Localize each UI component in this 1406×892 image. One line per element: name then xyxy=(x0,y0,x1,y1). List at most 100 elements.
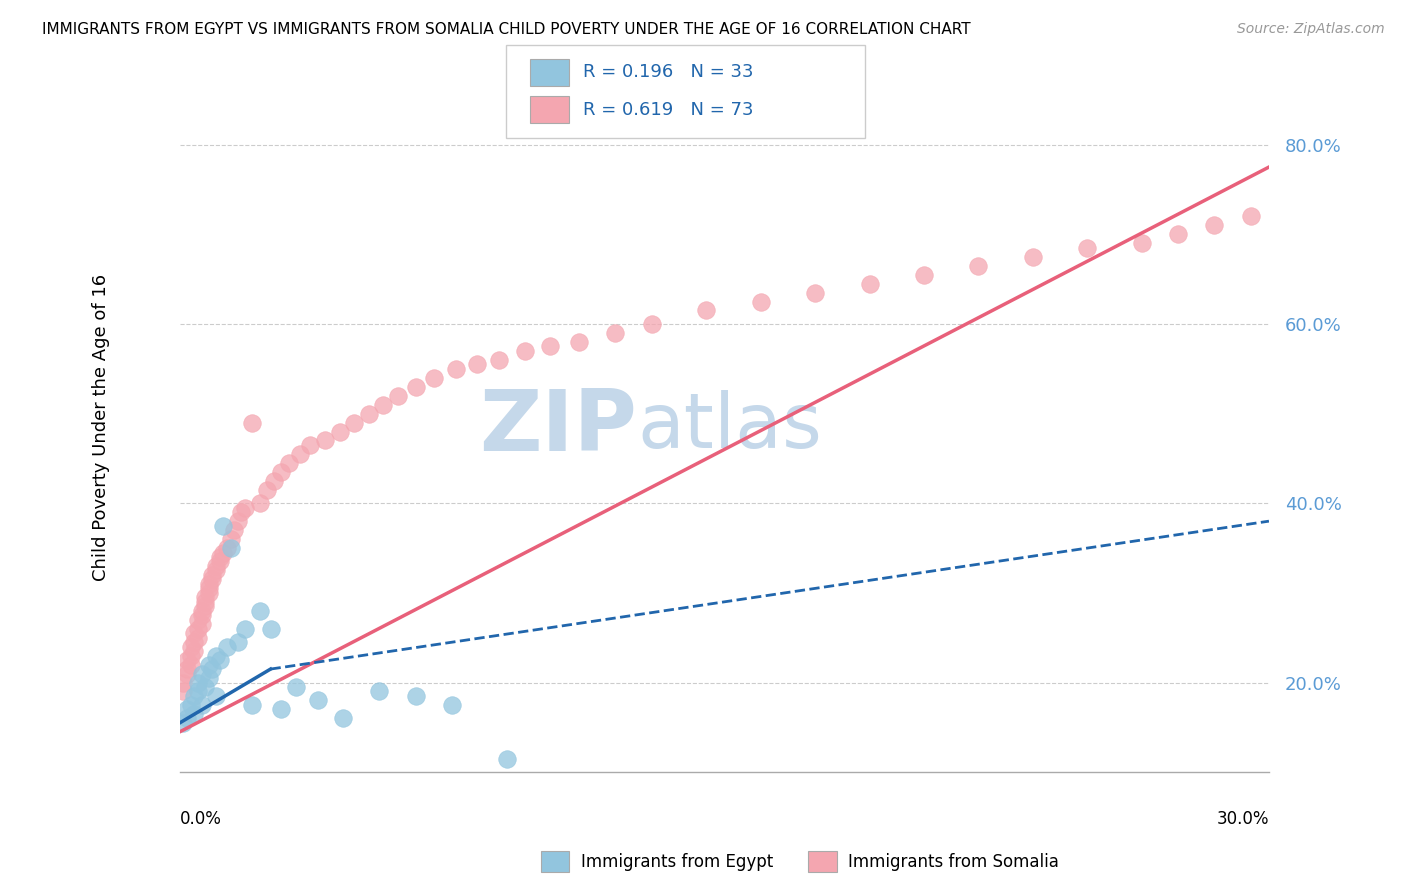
Text: ZIP: ZIP xyxy=(479,385,637,468)
Point xyxy=(405,380,427,394)
Point xyxy=(371,398,394,412)
Point xyxy=(1076,241,1098,255)
Point xyxy=(176,666,198,681)
Text: IMMIGRANTS FROM EGYPT VS IMMIGRANTS FROM SOMALIA CHILD POVERTY UNDER THE AGE OF : IMMIGRANTS FROM EGYPT VS IMMIGRANTS FROM… xyxy=(42,22,970,37)
Point xyxy=(180,648,202,663)
Point xyxy=(467,357,489,371)
Point xyxy=(405,689,427,703)
Point xyxy=(208,549,231,564)
Point xyxy=(187,622,209,636)
Point xyxy=(314,434,336,448)
Text: 30.0%: 30.0% xyxy=(1216,810,1270,828)
Point xyxy=(695,303,717,318)
Point xyxy=(201,568,224,582)
Point xyxy=(219,541,242,555)
Point xyxy=(176,711,198,725)
Point xyxy=(357,407,380,421)
Point xyxy=(190,617,212,632)
Text: R = 0.196   N = 33: R = 0.196 N = 33 xyxy=(583,63,754,81)
Point xyxy=(194,591,217,605)
Point xyxy=(183,635,205,649)
Text: atlas: atlas xyxy=(637,390,823,464)
Point xyxy=(967,259,990,273)
Y-axis label: Child Poverty Under the Age of 16: Child Poverty Under the Age of 16 xyxy=(93,274,110,581)
Point xyxy=(176,662,198,676)
Point xyxy=(205,559,228,574)
Point xyxy=(187,613,209,627)
Point xyxy=(172,715,194,730)
Point xyxy=(749,294,772,309)
Point xyxy=(208,653,231,667)
Point xyxy=(226,514,249,528)
Point xyxy=(513,343,536,358)
Point xyxy=(270,465,292,479)
Point xyxy=(444,361,467,376)
Point xyxy=(194,680,217,694)
Point xyxy=(212,545,235,559)
Point xyxy=(641,317,664,331)
Point xyxy=(368,684,391,698)
Point xyxy=(307,693,329,707)
Point xyxy=(343,416,366,430)
Point xyxy=(249,496,271,510)
Point xyxy=(249,604,271,618)
Point xyxy=(201,662,224,676)
Point xyxy=(441,698,464,712)
Point xyxy=(270,702,292,716)
Point xyxy=(233,500,256,515)
Point xyxy=(1204,219,1226,233)
Text: Immigrants from Egypt: Immigrants from Egypt xyxy=(581,853,773,871)
Point xyxy=(201,573,224,587)
Point xyxy=(198,671,221,685)
Point xyxy=(183,689,205,703)
Point xyxy=(215,541,238,555)
Point xyxy=(1022,250,1045,264)
Point xyxy=(242,416,264,430)
Point xyxy=(198,577,221,591)
Point xyxy=(277,456,299,470)
Point xyxy=(231,505,253,519)
Point xyxy=(1130,236,1153,251)
Point xyxy=(180,698,202,712)
Point xyxy=(176,702,198,716)
Text: R = 0.619   N = 73: R = 0.619 N = 73 xyxy=(583,101,754,119)
Point xyxy=(215,640,238,654)
Point xyxy=(226,635,249,649)
Point xyxy=(194,599,217,614)
Point xyxy=(205,564,228,578)
Point xyxy=(1167,227,1189,242)
Point xyxy=(259,622,281,636)
Point xyxy=(495,752,517,766)
Point xyxy=(1275,201,1298,215)
Point xyxy=(198,582,221,596)
Point xyxy=(205,689,228,703)
Point xyxy=(912,268,935,282)
Point xyxy=(804,285,827,300)
Point xyxy=(194,595,217,609)
Point xyxy=(332,711,354,725)
Point xyxy=(224,523,246,537)
Point xyxy=(288,447,311,461)
Point xyxy=(190,608,212,623)
Point xyxy=(198,586,221,600)
Point xyxy=(538,339,561,353)
Point xyxy=(423,370,446,384)
Point xyxy=(205,648,228,663)
Point xyxy=(1240,210,1263,224)
Point xyxy=(208,554,231,568)
Point xyxy=(183,626,205,640)
Point xyxy=(190,666,212,681)
Point xyxy=(299,438,322,452)
Point xyxy=(242,698,264,712)
Point xyxy=(387,389,409,403)
Text: 0.0%: 0.0% xyxy=(180,810,222,828)
Point xyxy=(172,684,194,698)
Point xyxy=(219,532,242,546)
Point xyxy=(190,604,212,618)
Point xyxy=(183,644,205,658)
Point xyxy=(605,326,627,340)
Point xyxy=(328,425,350,439)
Point xyxy=(187,684,209,698)
Point xyxy=(488,352,510,367)
Point xyxy=(190,698,212,712)
